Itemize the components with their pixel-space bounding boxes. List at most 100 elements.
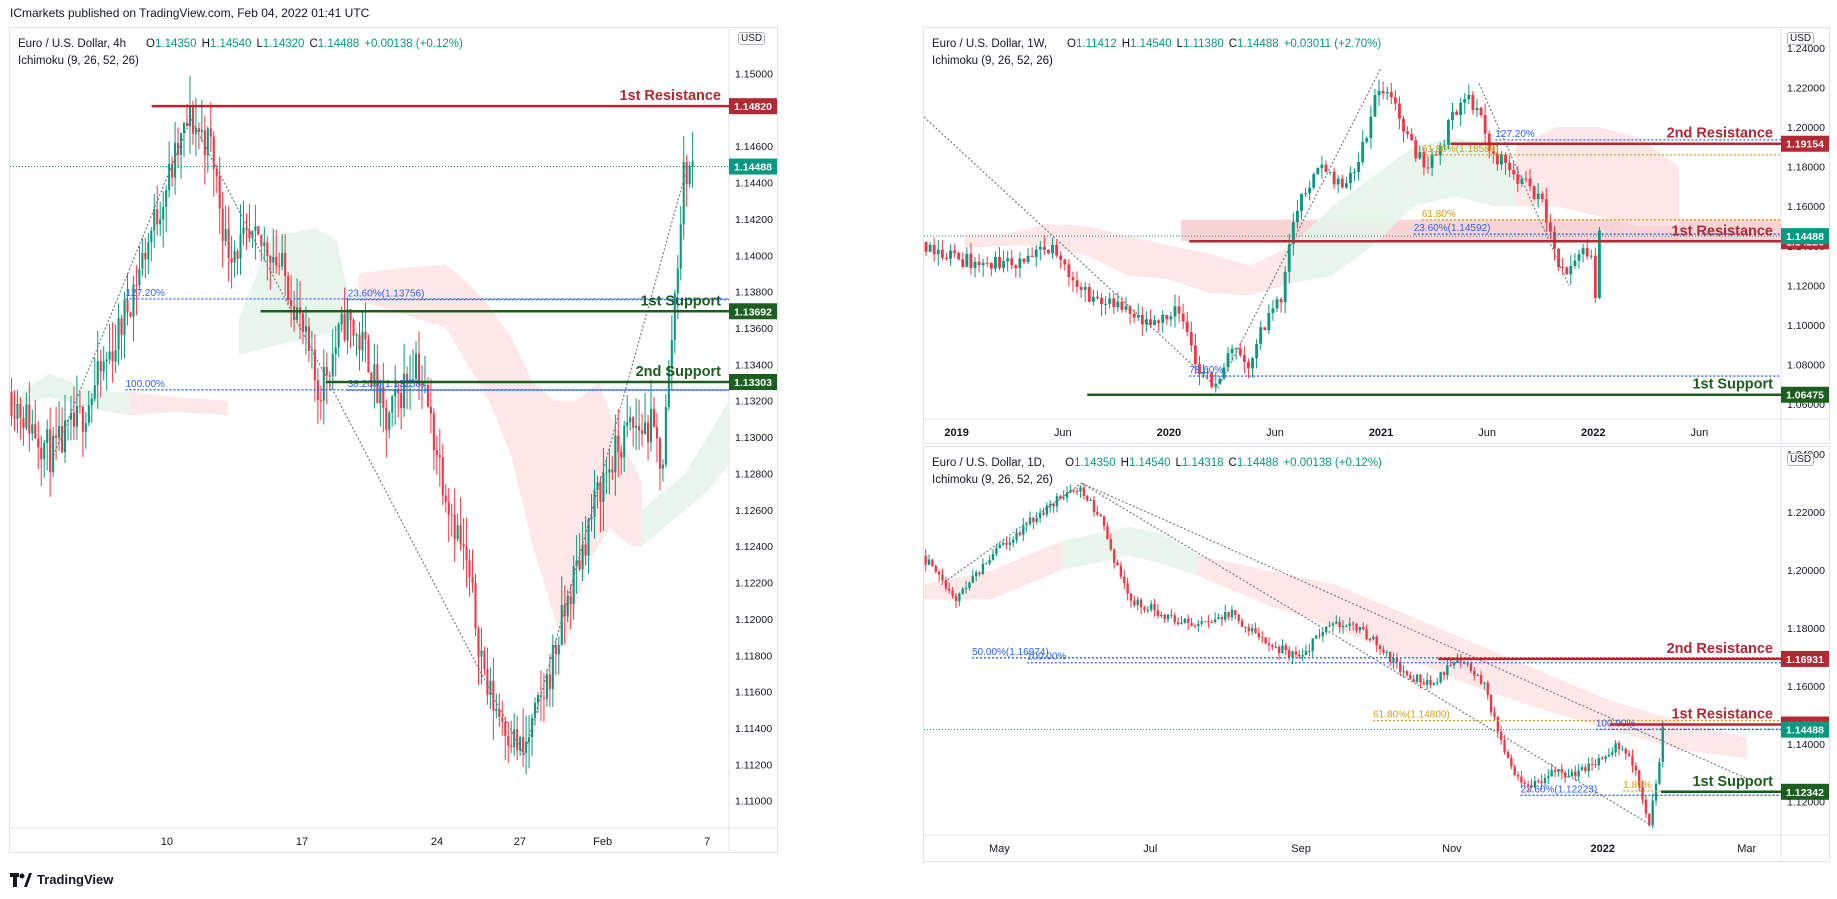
candle-body (1160, 614, 1163, 617)
symbol-title[interactable]: Euro / U.S. Dollar, 1W, (932, 38, 1048, 50)
candle-body (385, 407, 388, 430)
candle-body (1349, 172, 1352, 184)
candle-body (1365, 138, 1369, 142)
candle-body (1580, 767, 1584, 771)
candle-body (1402, 671, 1405, 673)
indicator-label[interactable]: Ichimoku (9, 26, 52, 26) (932, 55, 1053, 67)
chart-canvas-1d[interactable]: 1.120001.140001.160001.180001.200001.220… (924, 447, 1829, 861)
candle-body (932, 244, 936, 255)
candle-body (1402, 118, 1405, 132)
candle-body (989, 262, 993, 269)
candle-body (429, 406, 432, 414)
candle-body (1463, 99, 1467, 103)
candle-body (641, 430, 644, 434)
price-tick-label: 1.22000 (1787, 507, 1825, 519)
candle-body (584, 544, 587, 556)
candle-body (16, 403, 19, 419)
candle-body (212, 136, 215, 169)
candle-body (958, 593, 961, 602)
candle-body (1634, 765, 1638, 771)
indicator-label[interactable]: Ichimoku (9, 26, 52, 26) (932, 474, 1053, 486)
candle-body (456, 525, 459, 540)
candle-body (1202, 372, 1205, 375)
indicator-label[interactable]: Ichimoku (9, 26, 52, 26) (18, 55, 139, 67)
chart-panel-4h[interactable]: 1.11000 1.11200 1.11400 1.11600 1.11800 1.120… (9, 27, 778, 853)
currency-badge[interactable]: USD (738, 32, 766, 45)
candle-body (1336, 178, 1340, 185)
candle-body (1631, 755, 1634, 766)
candle-body (1491, 151, 1495, 154)
candle-body (1230, 609, 1234, 618)
candle-body (667, 367, 670, 407)
candle-body (969, 253, 973, 269)
candle-body (1042, 512, 1045, 515)
time-tick-label: Jul (1143, 843, 1157, 855)
price-tag (729, 303, 777, 320)
candle-body (1425, 680, 1429, 685)
time-tick-label: 2019 (944, 427, 968, 439)
candle-body (1226, 353, 1230, 368)
currency-badge[interactable]: USD (1787, 453, 1815, 466)
candle-body (1112, 298, 1116, 308)
candle-body (1530, 785, 1533, 788)
candle-body (233, 251, 236, 263)
candle-body (691, 161, 694, 166)
candle-body (998, 544, 1001, 548)
candle-body (1335, 621, 1338, 624)
candle-body (1055, 244, 1059, 256)
candle-body (254, 226, 257, 231)
tradingview-logo[interactable]: TradingView (10, 872, 113, 887)
candle-body (507, 736, 510, 746)
candle-body (985, 262, 989, 264)
candle-body (171, 163, 174, 178)
candle-body (1456, 660, 1459, 663)
candle-body (1432, 683, 1436, 686)
candle-body (1540, 781, 1543, 784)
candle-body (1244, 626, 1247, 628)
candle-body (1069, 490, 1072, 493)
price-tag (1781, 135, 1829, 152)
candle-body (1210, 621, 1213, 623)
candle-body (1063, 259, 1067, 265)
candle-body (685, 161, 688, 185)
candle-body (1038, 246, 1042, 250)
resistance-level-label: 2nd Resistance (1667, 641, 1773, 657)
candle-body (940, 249, 944, 258)
candle-body (1353, 171, 1356, 173)
candle-body (1523, 782, 1526, 785)
candle-body (522, 737, 525, 753)
price-tick-label: 1.12000 (1787, 280, 1825, 292)
candle-body (1284, 645, 1287, 651)
candle-body (468, 560, 471, 578)
candle-body (108, 351, 111, 360)
currency-badge[interactable]: USD (1787, 32, 1815, 45)
candle-body (985, 563, 988, 565)
price-tick-label: 1.18000 (1787, 623, 1825, 635)
chart-canvas-1w[interactable]: 1.060001.080001.100001.120001.140001.160… (924, 28, 1829, 443)
chart-panel-1w[interactable]: 1.060001.080001.100001.120001.140001.160… (923, 27, 1830, 444)
symbol-title[interactable]: Euro / U.S. Dollar, 1D, (932, 457, 1046, 469)
candle-body (931, 559, 934, 567)
candle-body (620, 451, 623, 458)
candle-body (1224, 611, 1227, 620)
symbol-title[interactable]: Euro / U.S. Dollar, 4h (18, 38, 127, 50)
chart-canvas-4h[interactable]: 1.11000 1.11200 1.11400 1.11600 1.11800 1.120… (10, 28, 777, 852)
price-tag-label: 1.14820 (734, 101, 772, 113)
candle-body (1389, 91, 1393, 98)
candle-body (961, 588, 964, 594)
candle-body (1439, 672, 1442, 683)
candle-body (1585, 248, 1589, 257)
price-tick-label: 1.16000 (1787, 681, 1825, 693)
price-tick-label: 1.08000 (1787, 360, 1825, 372)
price-tick-label: 1.22000 (1787, 82, 1825, 94)
support-level-label: 1st Support (1692, 377, 1773, 393)
candle-body (1373, 95, 1377, 117)
candle-body (498, 708, 501, 718)
candle-body (266, 242, 269, 257)
candle-body (194, 128, 197, 134)
candle-body (78, 405, 81, 407)
time-tick-label: 17 (296, 836, 308, 848)
candle-body (1536, 193, 1540, 199)
candle-body (1410, 133, 1414, 141)
chart-panel-1d[interactable]: 1.12000 1.14000 1.16000 1.18000 1.20000 1.220… (923, 446, 1830, 862)
